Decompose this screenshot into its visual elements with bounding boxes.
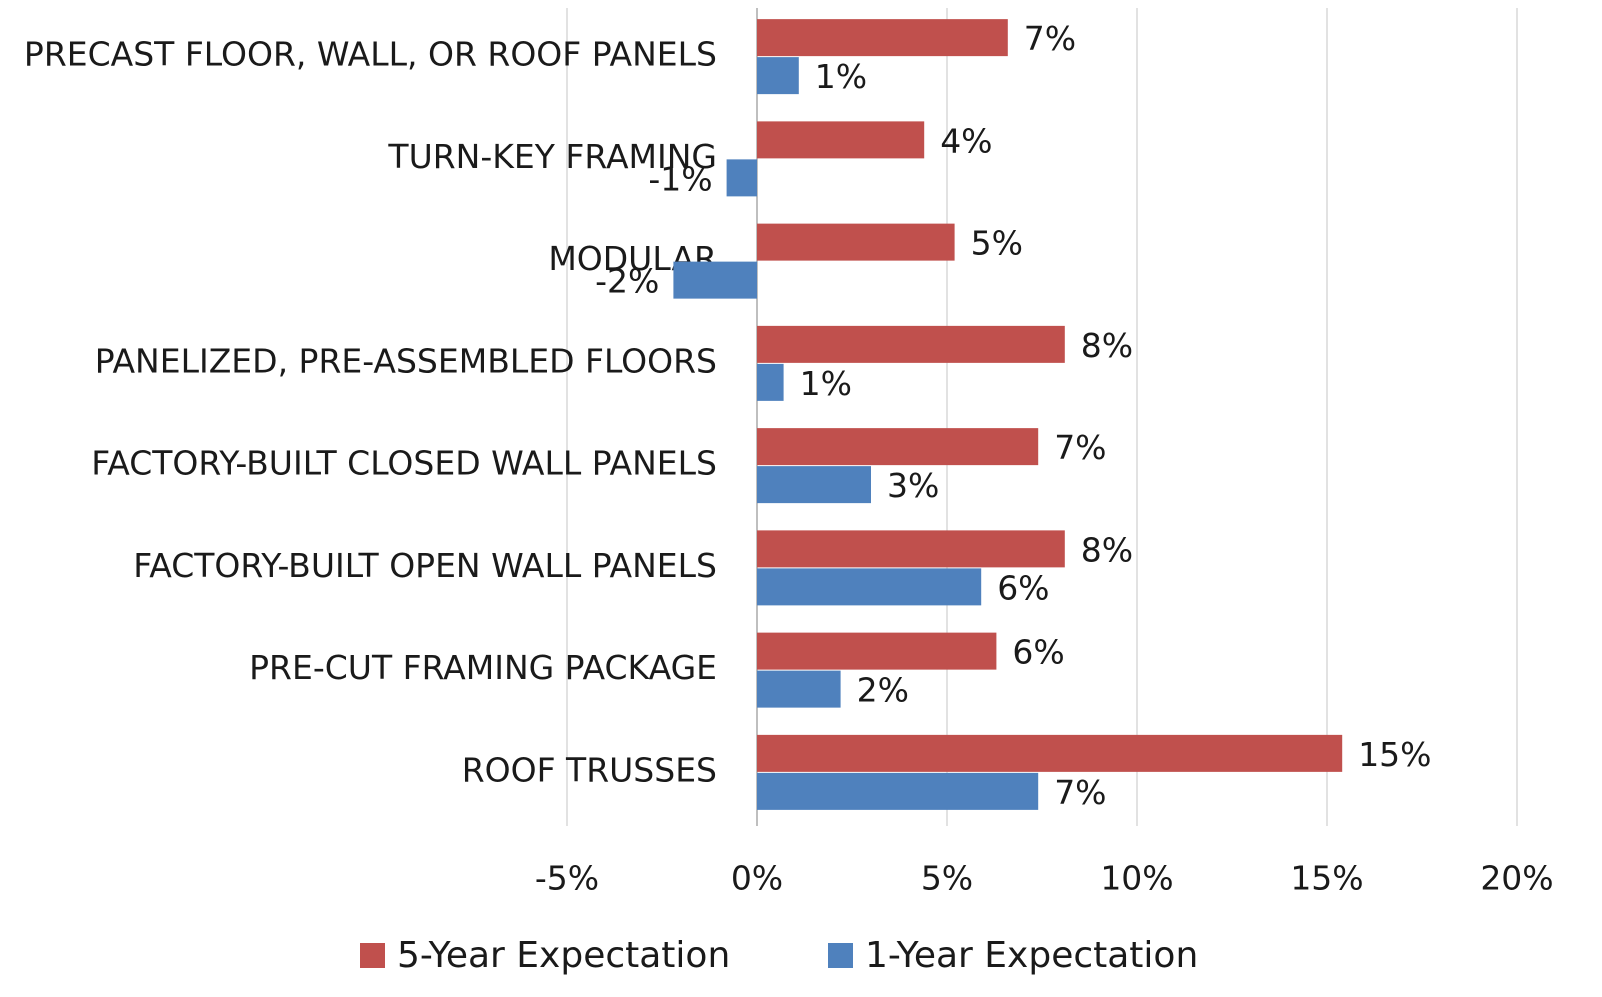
value-label: 2% xyxy=(857,671,909,710)
value-label: 6% xyxy=(1012,633,1064,672)
bar xyxy=(757,772,1039,810)
category-label: PRE-CUT FRAMING PACKAGE xyxy=(249,648,717,687)
legend-label: 1-Year Expectation xyxy=(865,935,1198,976)
value-label: 4% xyxy=(940,121,992,160)
bar xyxy=(757,363,784,401)
category-label: FACTORY-BUILT OPEN WALL PANELS xyxy=(133,546,717,585)
legend-swatch xyxy=(360,943,385,968)
value-label: 5% xyxy=(971,224,1023,263)
bar xyxy=(757,734,1343,772)
bar xyxy=(757,121,925,159)
value-label: 1% xyxy=(800,364,852,403)
x-tick-label: -5% xyxy=(535,859,599,898)
value-label: 15% xyxy=(1358,735,1431,774)
bar xyxy=(757,670,841,708)
x-tick-label: 0% xyxy=(731,859,783,898)
legend-swatch xyxy=(828,943,853,968)
category-label: ROOF TRUSSES xyxy=(462,750,717,789)
category-label: PRECAST FLOOR, WALL, OR ROOF PANELS xyxy=(24,35,717,74)
bar xyxy=(757,57,799,95)
x-tick-label: 10% xyxy=(1100,859,1173,898)
value-label: 6% xyxy=(997,568,1049,607)
bar xyxy=(757,632,997,670)
value-label: 1% xyxy=(815,57,867,96)
value-label: 3% xyxy=(887,466,939,505)
value-label: 7% xyxy=(1024,19,1076,58)
value-label: 7% xyxy=(1054,773,1106,812)
category-label: TURN-KEY FRAMING xyxy=(387,137,717,176)
bar xyxy=(673,261,757,299)
bar xyxy=(757,428,1039,466)
bar xyxy=(757,223,955,261)
value-label: 8% xyxy=(1081,530,1133,569)
x-tick-label: 20% xyxy=(1480,859,1553,898)
bar xyxy=(757,325,1065,363)
legend-label: 5-Year Expectation xyxy=(397,935,730,976)
value-label: 7% xyxy=(1054,428,1106,467)
value-label: -1% xyxy=(648,159,712,198)
bar xyxy=(757,530,1065,568)
bar xyxy=(757,19,1008,57)
bar xyxy=(726,159,757,197)
bar xyxy=(757,568,982,606)
category-label: FACTORY-BUILT CLOSED WALL PANELS xyxy=(91,444,717,483)
value-label: -2% xyxy=(595,262,659,301)
category-label: PANELIZED, PRE-ASSEMBLED FLOORS xyxy=(95,341,717,380)
bar xyxy=(757,466,871,504)
x-tick-label: 5% xyxy=(921,859,973,898)
value-label: 8% xyxy=(1081,326,1133,365)
x-tick-label: 15% xyxy=(1290,859,1363,898)
